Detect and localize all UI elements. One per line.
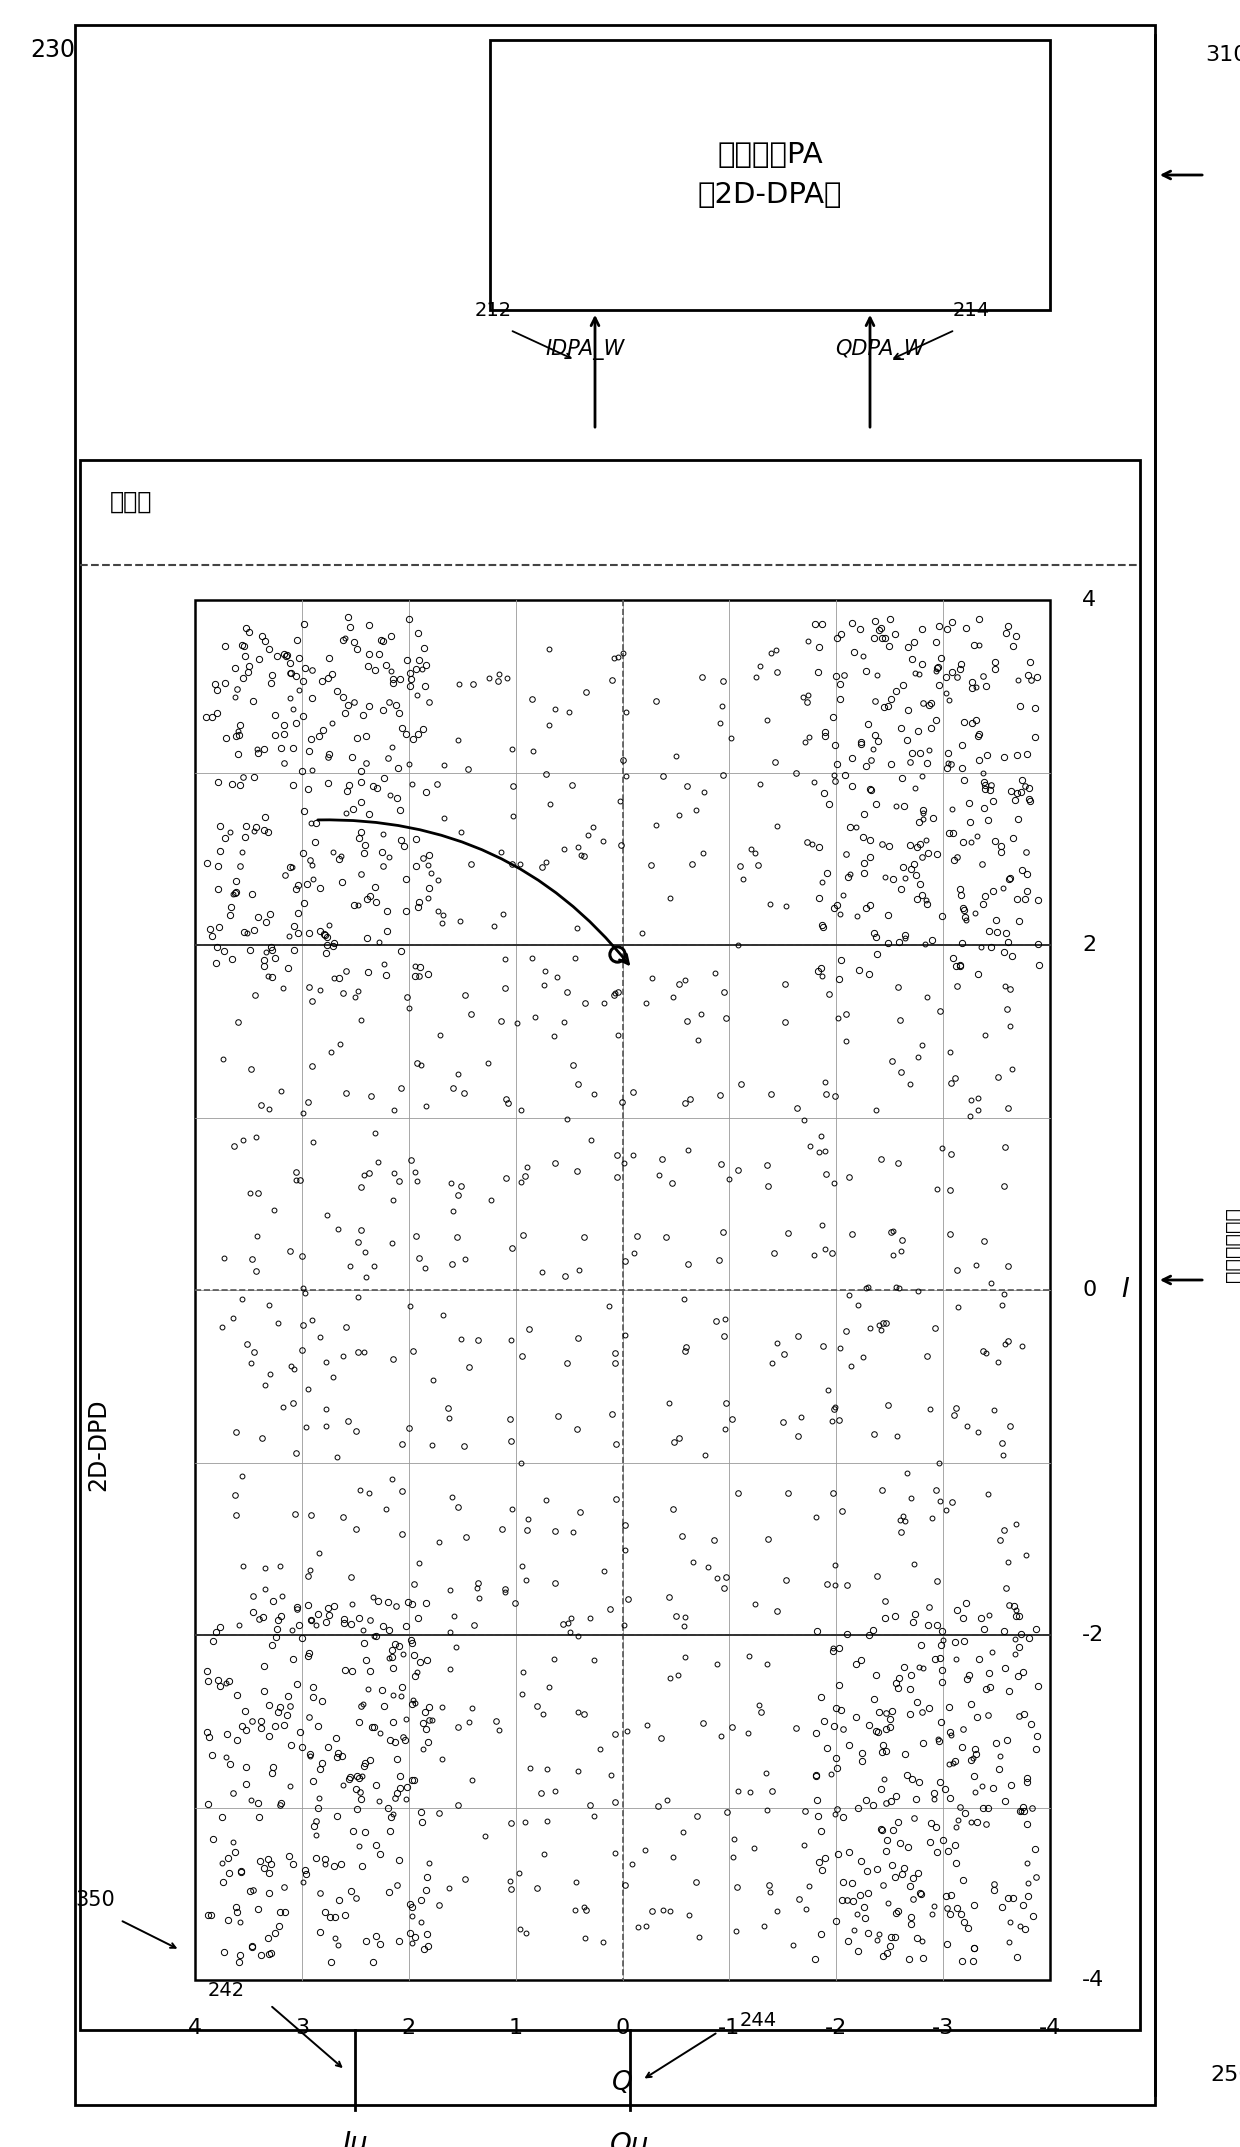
Text: Qu: Qu (610, 2130, 650, 2147)
Text: 4: 4 (188, 2018, 202, 2038)
Bar (490, 41, 1050, 309)
Text: Q: Q (613, 2070, 632, 2095)
Text: 3: 3 (295, 2018, 309, 2038)
Text: -4: -4 (1083, 1971, 1105, 1990)
Text: 244: 244 (740, 2010, 777, 2029)
Text: 二维数字PA
（2D-DPA）: 二维数字PA （2D-DPA） (698, 142, 842, 208)
Text: 时钟脉冲信号: 时钟脉冲信号 (1225, 1207, 1240, 1282)
Text: QDPA_W: QDPA_W (836, 339, 925, 361)
Text: 1: 1 (508, 2018, 523, 2038)
Text: 2: 2 (402, 2018, 415, 2038)
Text: 310: 310 (1205, 45, 1240, 64)
Text: -2: -2 (825, 2018, 847, 2038)
Text: 350: 350 (74, 1889, 115, 1911)
Text: -4: -4 (1039, 2018, 1061, 2038)
Text: 0: 0 (615, 2018, 630, 2038)
Bar (81, 459, 1140, 2031)
Text: 4: 4 (1083, 590, 1096, 610)
Text: 映射器: 映射器 (110, 490, 153, 513)
Text: 230: 230 (30, 39, 74, 62)
Bar (74, 26, 1154, 2104)
Text: 214: 214 (952, 301, 990, 320)
Text: Iu: Iu (342, 2130, 368, 2147)
Text: 212: 212 (475, 301, 512, 320)
Text: 2: 2 (1083, 934, 1096, 955)
Text: 0: 0 (1083, 1280, 1096, 1299)
Text: 242: 242 (208, 1980, 246, 1999)
Bar (195, 599, 1050, 1980)
Text: -1: -1 (718, 2018, 740, 2038)
Text: I: I (1121, 1277, 1128, 1303)
Text: -3: -3 (932, 2018, 955, 2038)
Text: IDPA_W: IDPA_W (546, 339, 625, 361)
Text: -2: -2 (1083, 1625, 1105, 1645)
Text: 250: 250 (1210, 2065, 1240, 2085)
Text: 2D-DPD: 2D-DPD (86, 1398, 110, 1492)
